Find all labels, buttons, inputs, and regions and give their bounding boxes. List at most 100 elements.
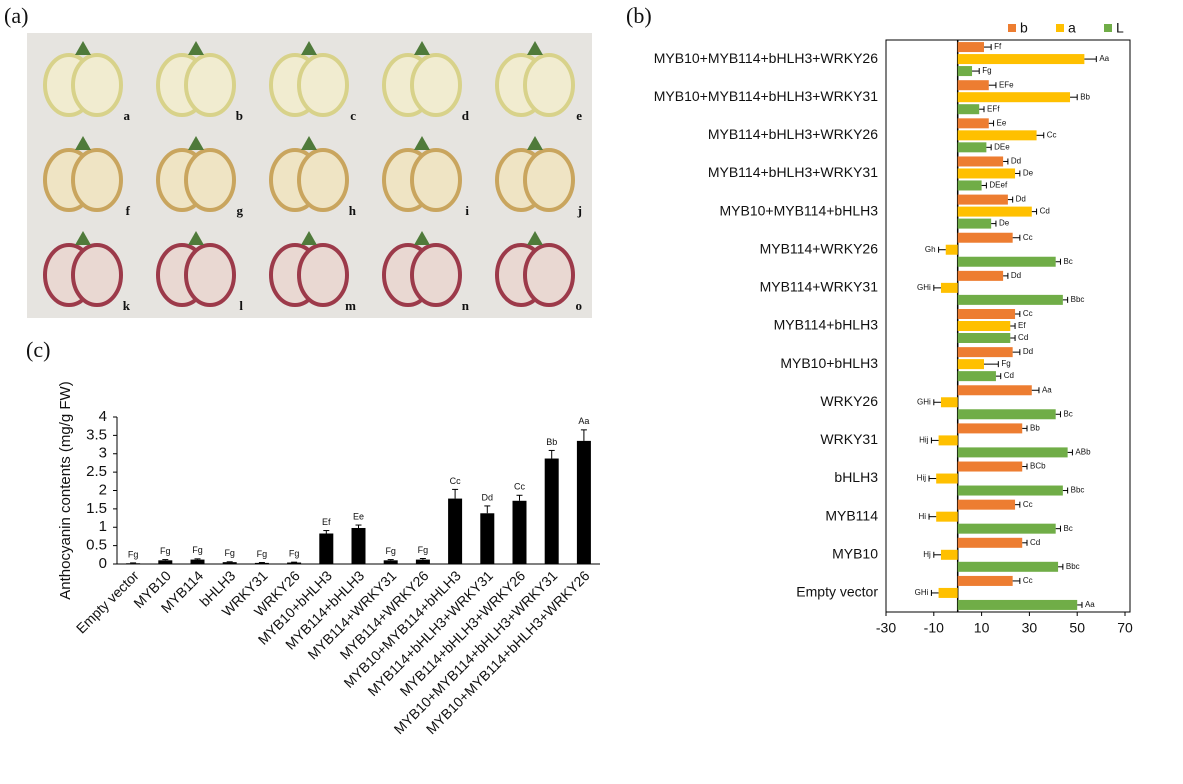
y-tick-label: MYB114+bHLH3+WRKY31 [708,164,878,180]
data-label: Cc [450,476,461,486]
bar [957,168,1016,179]
fruit [523,53,575,117]
data-label: Hi [918,512,926,521]
bar [938,435,958,446]
y-tick-label: 1.5 [86,500,107,517]
photo-label: g [237,203,244,218]
legend-label: a [1068,20,1076,36]
data-label: Dd [1016,195,1026,204]
fruit [184,148,236,212]
data-label: Cc [514,482,525,492]
calyx [301,231,317,245]
bar [126,563,141,564]
bar [936,511,958,522]
data-label: Fg [257,549,268,559]
bar [940,549,958,560]
bar [957,270,1004,281]
bar [957,485,1063,496]
data-label: Fg [289,549,300,559]
data-label: Gh [925,245,936,254]
data-label: De [1023,169,1034,178]
y-tick-label: MYB10 [832,546,878,562]
bar [957,66,973,77]
data-label: Cc [1023,500,1033,509]
plot-frame [885,39,1131,613]
data-label: Cd [1004,371,1014,380]
bar [940,282,958,293]
y-tick-label: 2.5 [86,463,107,480]
bar [957,347,1013,358]
photo-label: b [236,108,243,123]
y-tick-label: WRKY31 [820,431,878,447]
fruit [297,243,349,307]
data-label: Cc [1023,309,1033,318]
data-label: Aa [1042,385,1052,394]
bar [222,562,237,564]
bar [287,562,302,564]
data-label: ABb [1075,448,1091,457]
y-tick-label: MYB114+bHLH3+WRKY26 [708,126,878,142]
bar [957,294,1063,305]
data-label: Cd [1040,207,1050,216]
bar [957,54,1085,65]
data-label: Fg [385,546,396,556]
data-label: Cc [1023,233,1033,242]
bar [957,218,992,229]
fruit [410,148,462,212]
y-tick-label: 4 [99,408,107,425]
bar [415,559,430,564]
y-tick-label: bHLH3 [834,469,878,485]
fruit [523,148,575,212]
data-label: Dd [482,492,494,502]
bar [957,130,1037,141]
data-label: Bc [1063,257,1072,266]
fruit [410,53,462,117]
panel-label: (c) [26,337,50,362]
bar [254,562,269,564]
bar [957,104,980,115]
data-label: De [999,219,1010,228]
bar [158,560,173,564]
bar [957,194,1008,205]
photo-label: k [123,298,131,313]
y-tick-label: 3 [99,445,107,462]
y-tick-label: MYB10+MYB114+bHLH3+WRKY31 [654,88,878,104]
bar [957,523,1056,534]
data-label: Bc [1063,524,1072,533]
legend-label: L [1116,20,1124,36]
data-label: Fg [160,546,171,556]
data-label: Cd [1030,538,1040,547]
y-tick-label: 1 [99,518,107,535]
panel-label: (b) [626,3,652,28]
bar [448,498,463,564]
bar [957,142,987,153]
bar [383,560,398,564]
fruit [297,53,349,117]
data-label: DEe [994,142,1010,151]
bar [945,244,958,255]
data-label: Bb [1080,92,1090,101]
bar [957,232,1013,243]
calyx [301,41,317,55]
photo-label: n [462,298,470,313]
bar [512,500,527,564]
data-label: EFe [999,80,1014,89]
photo-label: m [345,298,356,313]
bar [480,513,495,564]
fruit [71,148,123,212]
data-label: Aa [578,416,589,426]
data-label: GHi [917,283,931,292]
bar [957,599,1078,610]
fruit [410,243,462,307]
calyx [75,41,91,55]
photo-label: o [576,298,583,313]
calyx [414,41,430,55]
fruit [184,53,236,117]
bar [957,423,1023,434]
calyx [301,136,317,150]
photo-label: e [576,108,582,123]
bar [957,409,1056,420]
photo-label: f [126,203,131,218]
bar [957,118,989,129]
data-label: Ee [353,511,364,521]
